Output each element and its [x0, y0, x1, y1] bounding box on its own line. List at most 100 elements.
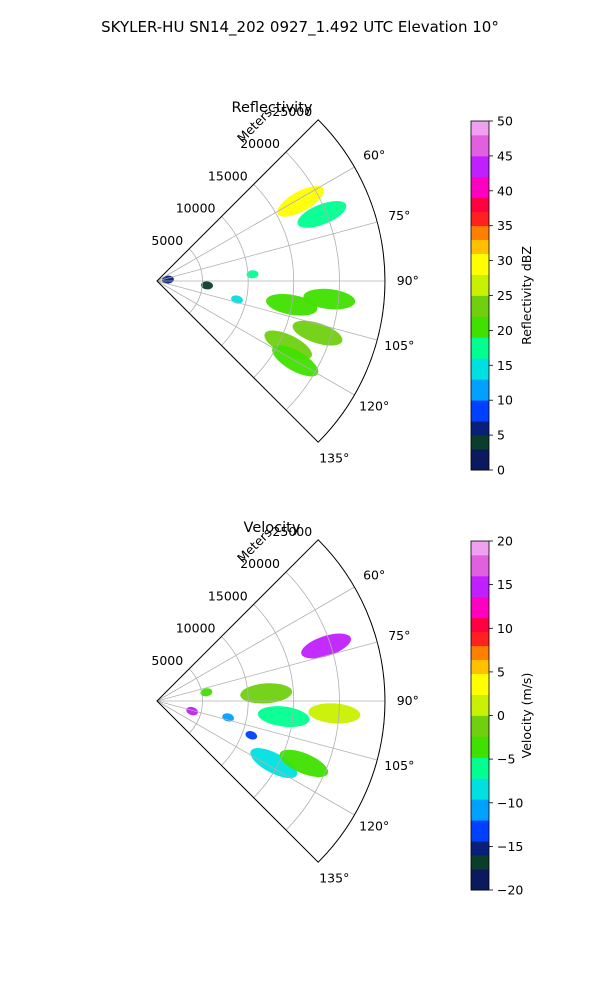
colorbar-swatch — [471, 225, 489, 234]
echo-cell — [186, 706, 198, 716]
velocity-colorbar: −20 −15 −10 −5 0 5 10 15 20 — [470, 534, 523, 898]
colorbar-swatch — [471, 121, 489, 129]
colorbar-swatch — [471, 848, 489, 856]
colorbar-swatch — [471, 267, 489, 275]
reflectivity-grid — [156, 119, 386, 443]
colorbar-swatch — [471, 841, 489, 849]
colorbar-tick-label: −20 — [497, 883, 523, 898]
colorbar-swatch — [471, 561, 489, 570]
colorbar-swatch — [471, 701, 489, 709]
colorbar-swatch — [471, 442, 489, 450]
azimuth-gridline — [156, 280, 378, 341]
echo-cell — [201, 281, 213, 290]
colorbar-swatch — [471, 316, 489, 324]
colorbar-tick-label: 15 — [497, 577, 513, 592]
velocity-echo-layer — [186, 633, 361, 779]
range-tick-label: 10000 — [176, 201, 216, 216]
colorbar-swatch — [471, 554, 489, 563]
colorbar-swatch — [471, 358, 489, 366]
echo-cell — [246, 270, 259, 279]
echo-cell — [200, 688, 213, 697]
reflectivity-sector-frame — [156, 119, 386, 443]
range-tick-label: 10000 — [176, 621, 216, 636]
colorbar-swatch — [471, 680, 489, 688]
reflectivity-azimuth-tick-labels: 60° 75° 90° 105° 120° 135° — [319, 148, 419, 466]
colorbar-swatch — [471, 673, 489, 681]
colorbar-swatch — [471, 813, 489, 821]
colorbar-swatch — [471, 148, 489, 157]
velocity-colorbar-label: Velocity (m/s) — [519, 673, 534, 759]
azimuth-tick-label: 90° — [397, 693, 419, 708]
colorbar-swatch — [471, 344, 489, 352]
colorbar-swatch — [471, 834, 489, 842]
colorbar-swatch — [471, 694, 489, 702]
colorbar-swatch — [471, 729, 489, 737]
colorbar-swatch — [471, 575, 489, 584]
colorbar-tick-label: 30 — [497, 253, 513, 268]
azimuth-tick-label: 135° — [319, 870, 349, 885]
colorbar-tick-label: 35 — [497, 218, 513, 233]
colorbar-swatch — [471, 869, 489, 877]
colorbar-swatch — [471, 211, 489, 220]
colorbar-swatch — [471, 715, 489, 723]
colorbar-swatch — [471, 162, 489, 171]
azimuth-gridline — [156, 221, 378, 282]
colorbar-swatch — [471, 827, 489, 835]
echo-cell — [297, 200, 347, 228]
colorbar-swatch — [471, 260, 489, 268]
reflectivity-title: Reflectivity — [232, 100, 313, 116]
colorbar-swatch — [471, 239, 489, 248]
colorbar-swatch — [471, 141, 489, 150]
azimuth-tick-label: 120° — [359, 398, 389, 413]
colorbar-swatch — [471, 379, 489, 387]
colorbar-swatch — [471, 708, 489, 716]
azimuth-gridline — [156, 586, 355, 702]
colorbar-swatch — [471, 351, 489, 359]
reflectivity-panel: Reflectivity 5000 10000 15000 20000 25000 60… — [151, 100, 534, 478]
colorbar-swatch — [471, 176, 489, 185]
colorbar-tick-label: 0 — [497, 463, 505, 478]
azimuth-gridline — [156, 280, 355, 396]
range-tick-label: 25000 — [272, 104, 312, 119]
colorbar-tick-label: −15 — [497, 839, 523, 854]
colorbar-swatch — [471, 806, 489, 814]
colorbar-swatch — [471, 281, 489, 289]
range-tick-label: 5000 — [151, 653, 183, 668]
colorbar-swatch — [471, 309, 489, 317]
reflectivity-colorbar-label: Reflectivity dBZ — [519, 246, 534, 345]
azimuth-gridline — [156, 166, 355, 282]
colorbar-swatch — [471, 134, 489, 143]
colorbar-tick-label: 5 — [497, 664, 505, 679]
azimuth-tick-label: 90° — [397, 273, 419, 288]
colorbar-swatch — [471, 750, 489, 758]
colorbar-swatch — [471, 876, 489, 884]
range-tick-label: 20000 — [240, 556, 280, 571]
colorbar-swatch — [471, 246, 489, 255]
range-tick-label: 20000 — [240, 136, 280, 151]
azimuth-tick-label: 105° — [384, 758, 414, 773]
azimuth-tick-label: 120° — [359, 818, 389, 833]
azimuth-tick-label: 60° — [363, 148, 385, 163]
velocity-panel: Velocity 5000 10000 15000 20000 25000 60° 75°… — [151, 520, 534, 898]
azimuth-tick-label: 75° — [388, 628, 410, 643]
colorbar-swatch — [471, 820, 489, 828]
colorbar-swatch — [471, 302, 489, 310]
azimuth-gridline — [156, 700, 355, 816]
echo-cell — [308, 703, 361, 724]
colorbar-swatch — [471, 435, 489, 443]
colorbar-swatch — [471, 232, 489, 241]
velocity-sector-frame — [156, 539, 386, 863]
colorbar-swatch — [471, 771, 489, 779]
colorbar-swatch — [471, 764, 489, 772]
colorbar-swatch — [471, 799, 489, 807]
echo-cell — [250, 748, 298, 779]
colorbar-swatch — [471, 218, 489, 227]
colorbar-swatch — [471, 862, 489, 870]
colorbar-swatch — [471, 421, 489, 429]
colorbar-swatch — [471, 785, 489, 793]
colorbar-swatch — [471, 792, 489, 800]
range-tick-label: 15000 — [208, 588, 248, 603]
colorbar-swatch — [471, 617, 489, 626]
colorbar-tick-label: −10 — [497, 795, 523, 810]
